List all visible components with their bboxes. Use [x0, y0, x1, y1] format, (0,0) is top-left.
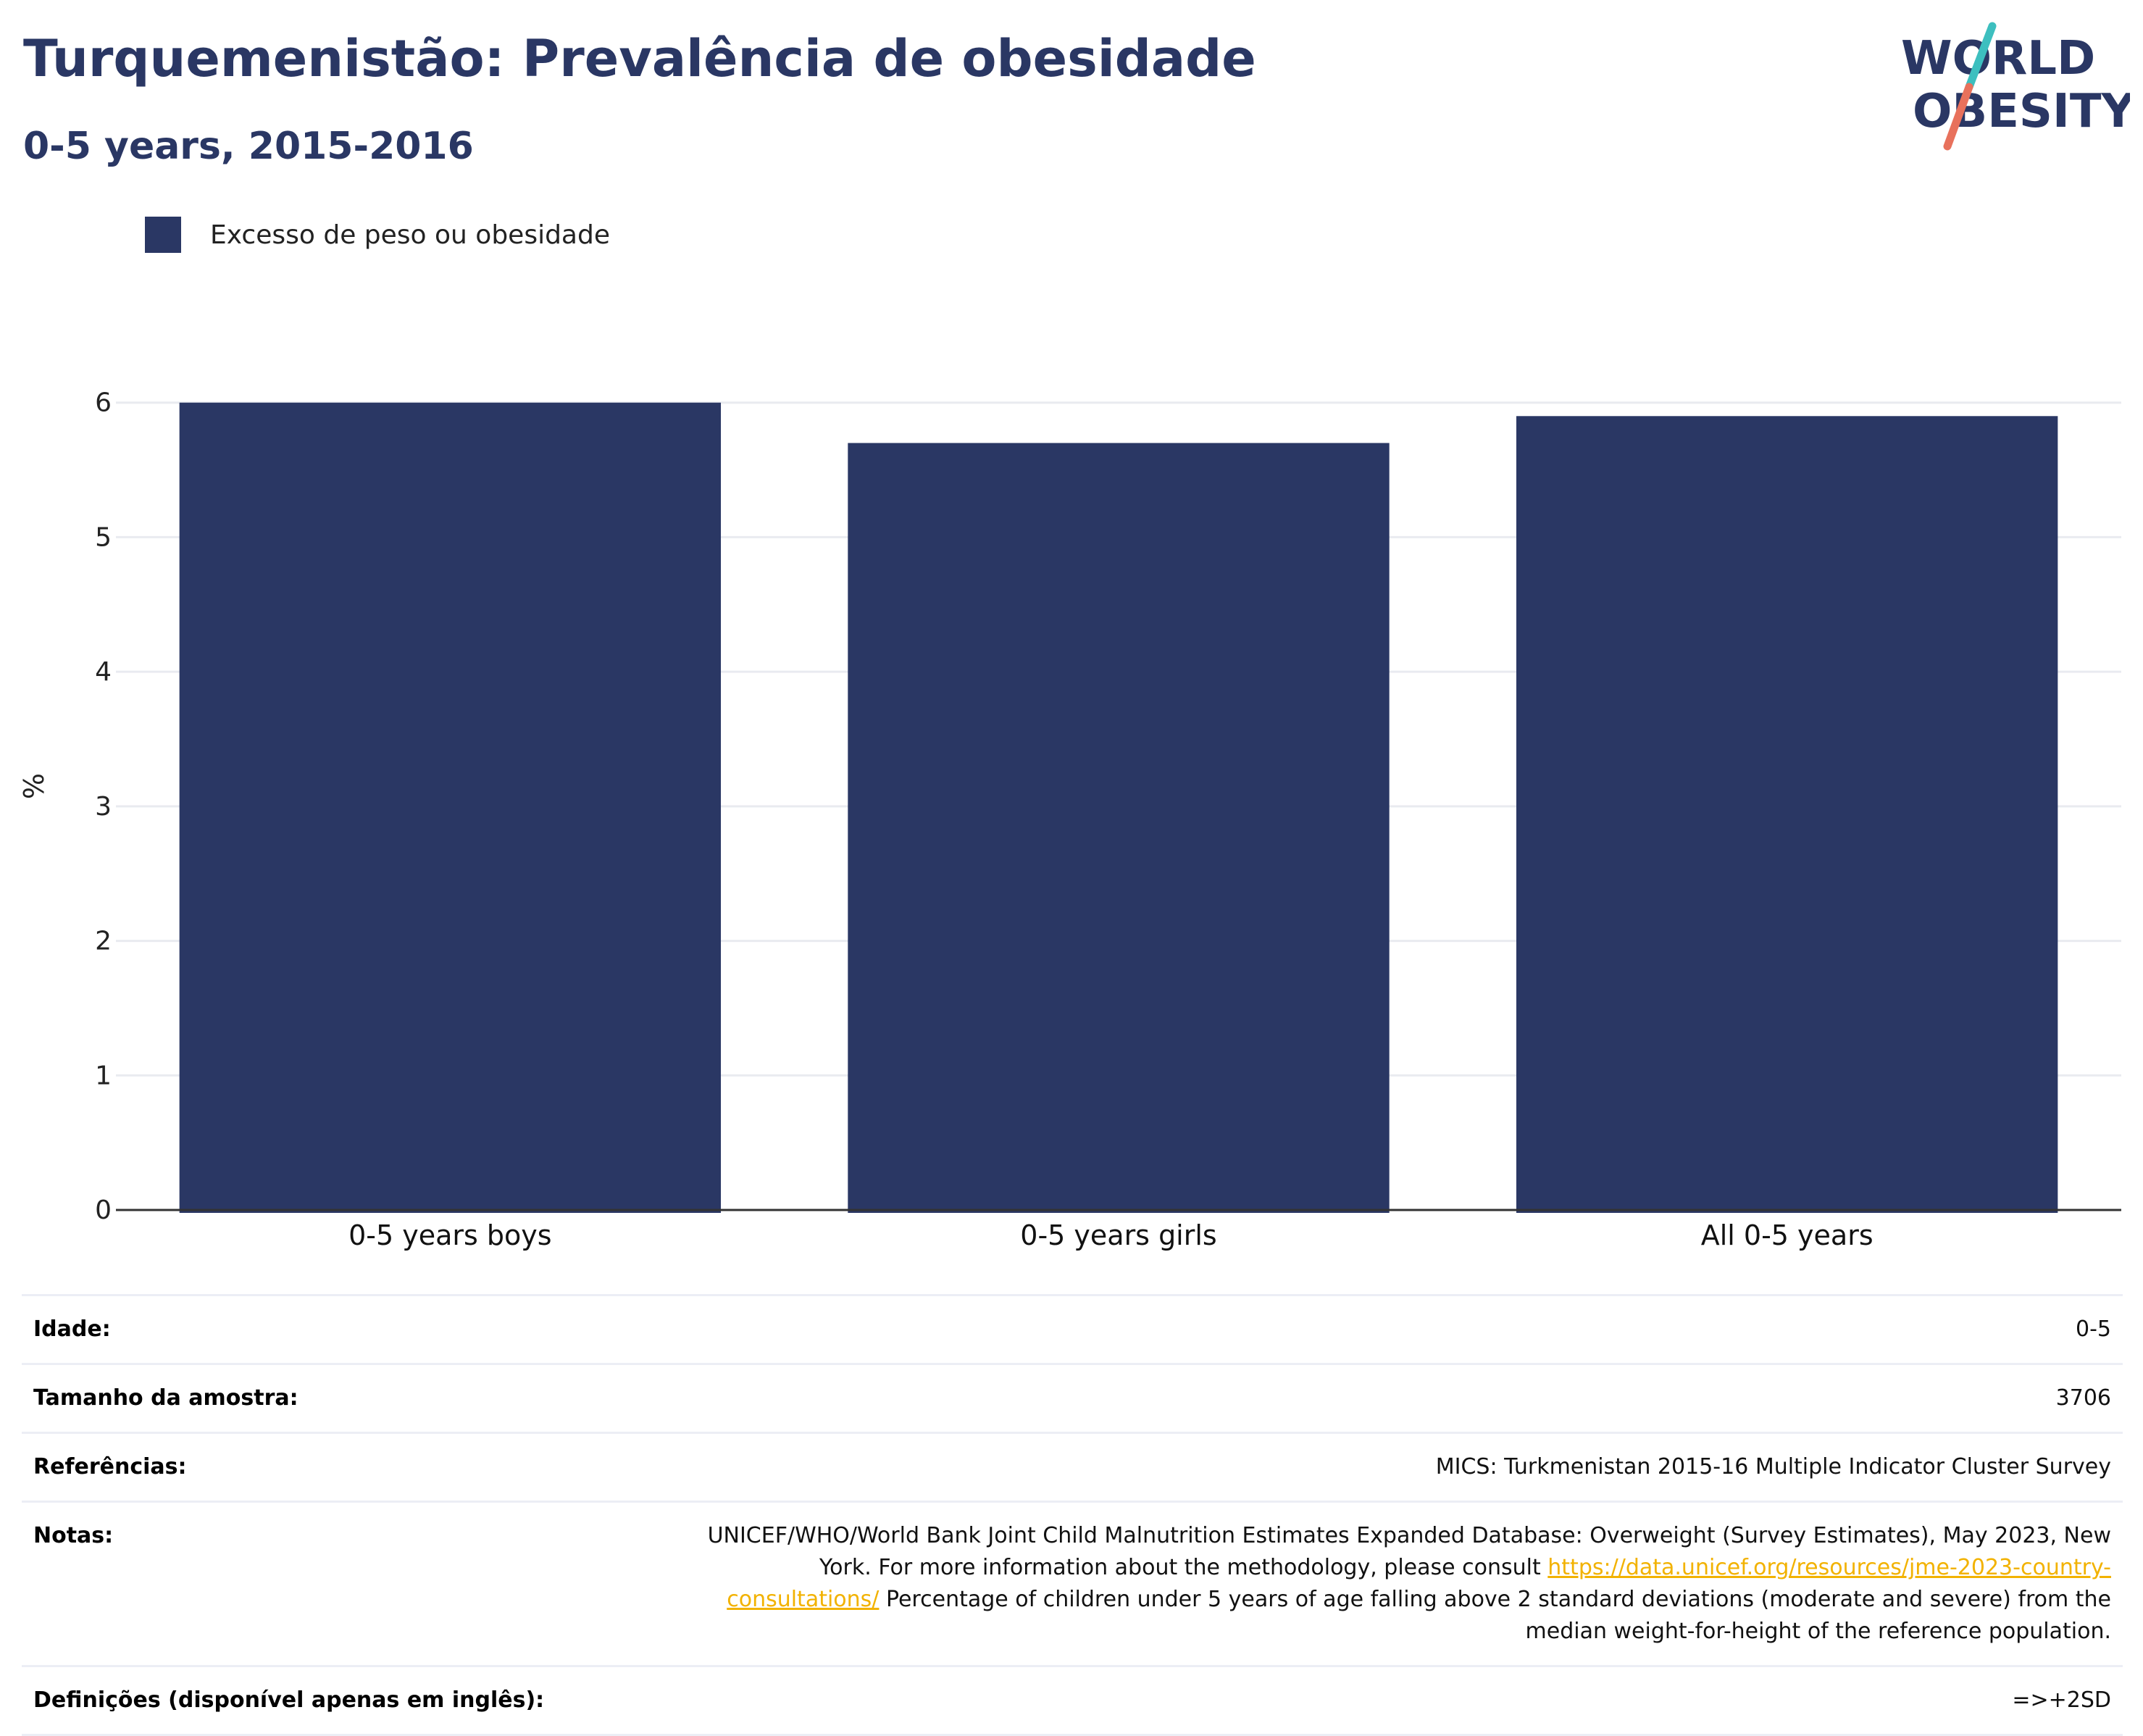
chart-legend[interactable]: Excesso de peso ou obesidade [145, 214, 610, 255]
meta-label-notes: Notas: [22, 1501, 685, 1666]
y-tick-label: 1 [95, 1061, 112, 1090]
world-obesity-logo: WORLD OBESITY [1901, 22, 2130, 151]
meta-value-age: 0-5 [685, 1294, 2123, 1364]
meta-row-references: Referências: MICS: Turkmenistan 2015-16 … [22, 1432, 2123, 1502]
logo-text-world: WORLD [1901, 32, 2095, 85]
y-tick-label: 3 [95, 792, 112, 822]
logo-slash-top [1965, 22, 1997, 91]
metadata-table: Idade: 0-5 Tamanho da amostra: 3706 Refe… [22, 1294, 2123, 1736]
y-tick-label: 4 [95, 657, 112, 687]
y-tick-label: 5 [95, 522, 112, 552]
legend-label: Excesso de peso ou obesidade [210, 220, 610, 250]
meta-label-definitions: Definições (disponível apenas em inglês)… [22, 1665, 685, 1736]
chart-title: Turquemenistão: Prevalência de obesidade [23, 29, 1256, 88]
notes-text-before: UNICEF/WHO/World Bank Joint Child Malnut… [707, 1523, 2111, 1580]
meta-row-sample-size: Tamanho da amostra: 3706 [22, 1363, 2123, 1433]
logo-slash-bottom [1943, 83, 1973, 151]
x-tick-label: 0-5 years girls [1020, 1219, 1216, 1251]
bar [1516, 416, 2058, 1214]
meta-value-references: MICS: Turkmenistan 2015-16 Multiple Indi… [685, 1432, 2123, 1502]
meta-label-sample-size: Tamanho da amostra: [22, 1363, 685, 1433]
x-tick-label: All 0-5 years [1701, 1219, 1873, 1251]
logo-text-obesity: OBESITY [1913, 85, 2130, 138]
bar-chart: 0 1 2 3 4 5 6 0-5 years boys 0-5 years girls All … [18, 388, 2121, 1251]
notes-text-after: Percentage of children under 5 years of … [879, 1587, 2111, 1644]
y-axis-title: % [18, 773, 50, 799]
y-tick-label: 6 [95, 388, 112, 418]
meta-row-definitions: Definições (disponível apenas em inglês)… [22, 1665, 2123, 1736]
y-tick-label: 0 [95, 1195, 112, 1225]
meta-row-notes: Notas: UNICEF/WHO/World Bank Joint Child… [22, 1501, 2123, 1666]
bar [848, 443, 1390, 1213]
meta-value-notes: UNICEF/WHO/World Bank Joint Child Malnut… [685, 1501, 2123, 1666]
legend-swatch [145, 217, 181, 253]
y-tick-label: 2 [95, 927, 112, 956]
chart-subtitle: 0-5 years, 2015-2016 [23, 125, 474, 168]
meta-row-age: Idade: 0-5 [22, 1294, 2123, 1364]
meta-label-age: Idade: [22, 1294, 685, 1364]
x-tick-label: 0-5 years boys [348, 1219, 551, 1251]
meta-value-sample-size: 3706 [685, 1363, 2123, 1433]
meta-value-definitions: =>+2SD [685, 1665, 2123, 1736]
bar [179, 402, 722, 1213]
notes-link[interactable]: https://data.unicef.org/resources/jme-20… [727, 1555, 2111, 1612]
meta-label-references: Referências: [22, 1432, 685, 1502]
